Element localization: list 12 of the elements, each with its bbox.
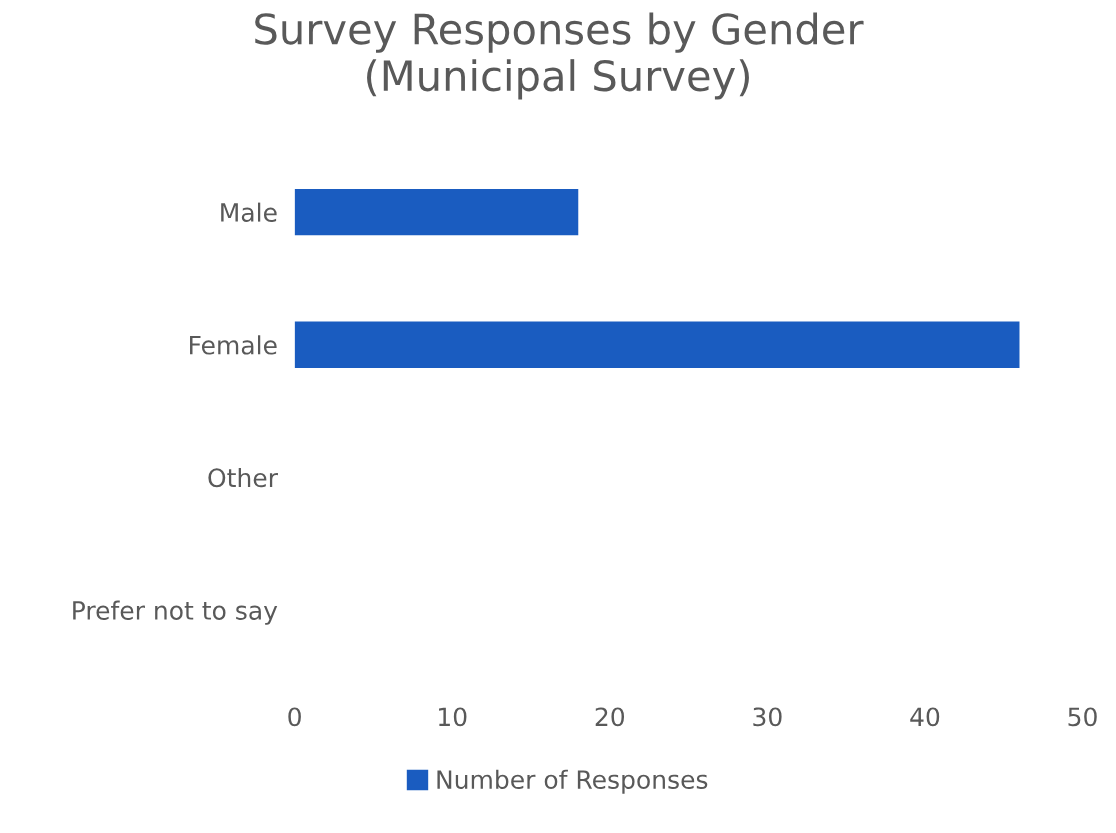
y-tick-label: Male: [221, 202, 277, 222]
y-tick-label: Other: [208, 467, 278, 488]
y-tick-label: Prefer not to say: [73, 600, 278, 625]
x-tick-label: 50: [1068, 707, 1097, 727]
x-tick-label: 30: [753, 707, 782, 727]
legend-label: Number of Responses: [437, 769, 708, 794]
y-tick-label: Female: [190, 335, 277, 355]
x-tick-label: 40: [910, 707, 940, 727]
x-tick-label: 20: [595, 707, 625, 727]
chart-title: Survey Responses by Gender (Municipal Survey): [255, 12, 864, 100]
x-tick-label: 0: [288, 707, 301, 727]
x-tick-label: 10: [439, 707, 467, 727]
